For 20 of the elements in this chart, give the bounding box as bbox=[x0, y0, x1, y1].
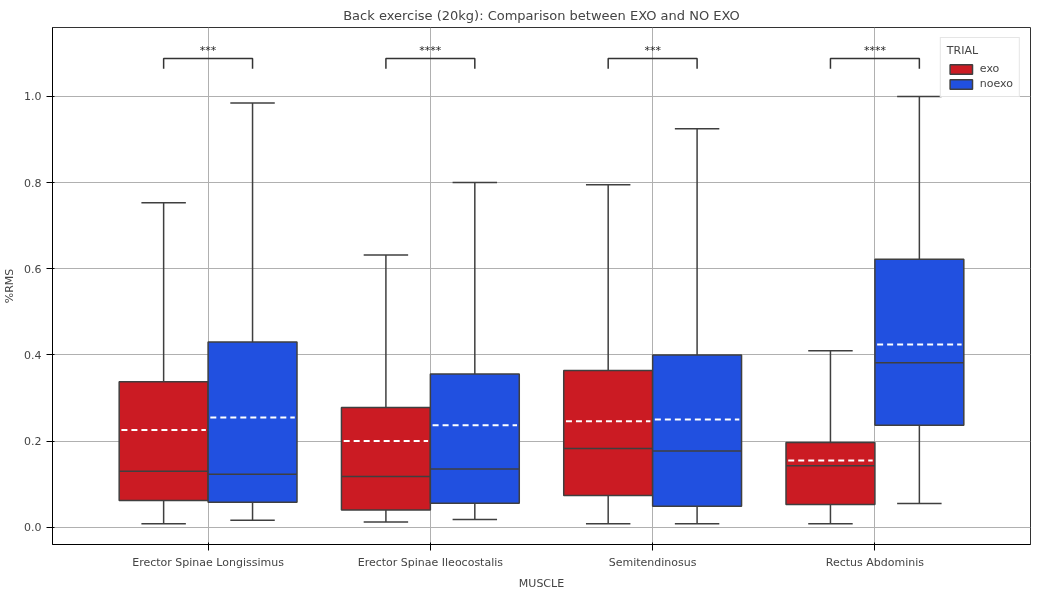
x-tick-label: Erector Spinae Ileocostalis bbox=[357, 555, 504, 569]
y-axis-title: %RMS bbox=[3, 268, 17, 304]
x-tick-label: Rectus Abdominis bbox=[825, 555, 925, 569]
annotation: *** bbox=[199, 44, 217, 58]
legend-label: noexo bbox=[979, 77, 1013, 90]
x-axis-title: MUSCLE bbox=[518, 576, 565, 590]
y-tick-label: 0.2 bbox=[24, 435, 42, 449]
annotation: **** bbox=[863, 44, 887, 58]
annotation: **** bbox=[419, 44, 442, 58]
x-tick-label: Erector Spinae Longissimus bbox=[132, 555, 285, 569]
legend-label: exo bbox=[979, 62, 1000, 75]
y-tick-label: 1.0 bbox=[24, 90, 42, 104]
y-tick-label: 0.0 bbox=[24, 521, 42, 535]
y-tick-label: 0.8 bbox=[24, 176, 42, 190]
chart-title: Back exercise (20kg): Comparison between EXO and NO EXO bbox=[343, 7, 740, 23]
legend-title: TRIAL bbox=[946, 44, 980, 57]
annotation: *** bbox=[644, 44, 662, 58]
x-tick-label: Semitendinosus bbox=[608, 555, 697, 569]
y-tick-label: 0.6 bbox=[24, 262, 42, 276]
y-tick-label: 0.4 bbox=[24, 348, 42, 362]
